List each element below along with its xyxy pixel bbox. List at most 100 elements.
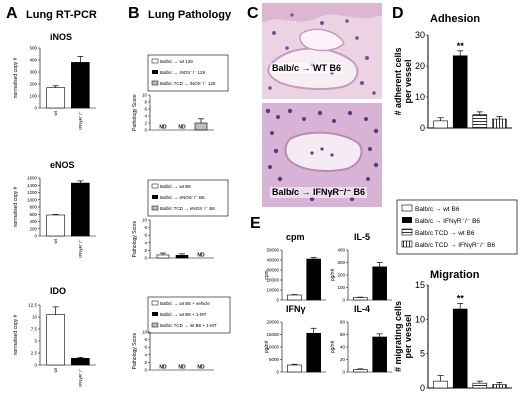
chart-A-eNOS: eNOS 0 200 400 600 800 1000 1200 1400 1600 normali… [13,160,96,258]
y-tick-label: 1000 [27,197,38,202]
bar [71,357,90,366]
y-axis-label: Pathology Score [132,220,138,257]
y-tick-label: 12.5 [28,303,37,308]
y-tick-label: 30 [415,30,425,40]
y-axis-label-line: # adherent cells [393,47,403,115]
bar [194,122,208,131]
bar [287,364,302,373]
y-tick-label: 100 [29,94,37,99]
legend-b2-item-3: Balb/c TCD → eNOS⁻/⁻ B6 [160,206,215,211]
y-tick-label: 300 [29,70,37,75]
legend-b2-item-2: Balb/c → eNOS⁻/⁻ B6 [160,195,205,200]
y-tick-label: 6 [144,107,147,112]
y-tick-label: 60 [340,332,346,337]
y-axis-label-line: per vessel [403,314,413,358]
x-category-label: wt [53,238,58,243]
y-tick-label: 2.5 [31,351,38,356]
y-tick-label: 300 [337,260,345,265]
chart-title: IFNγ [286,304,306,314]
bar [71,182,90,237]
y-tick-label: 5 [420,349,425,359]
y-axis-label: pg/ml [264,341,270,353]
nd-label: ND [178,125,186,131]
panel-letter-c: C [247,5,259,22]
bar [372,266,387,301]
bar [372,336,387,373]
bar [433,120,448,129]
y-tick-label: 40000 [266,258,279,263]
legend-b1: Balb/c → wt 129 Balb/c → iNOS⁻/⁻ 129 Bal… [147,54,229,92]
bar [46,87,65,109]
chart-title: Migration [430,269,480,281]
micrograph-ifngr: Balb/c → IFNγR⁻/⁻ B6 [262,103,382,207]
y-tick-label: 2 [144,121,147,126]
y-axis-label: # adherent cellsper vessel [393,47,413,115]
significance-label: ** [457,294,465,304]
bar [452,308,468,389]
y-tick-label: 7.5 [31,327,38,332]
y-tick-label: 1400 [27,183,38,188]
chart-A-IDO: IDO 0 2.5 5 7.5 10 12.5 normalised copy # wt IFNγ… [13,286,96,387]
y-tick-label: 600 [29,212,37,217]
y-tick-label: 0 [276,370,279,375]
chart-D-migration: Migration 0 5 10 15 # migrating cellsper vess… [393,269,512,393]
y-axis-label-line: per vessel [403,59,413,103]
y-axis-label: Pathology Score [132,94,138,131]
y-tick-label: 200 [29,82,37,87]
y-tick-label: 0 [34,234,37,239]
y-tick-label: 0 [342,298,345,303]
y-tick-label: 1200 [27,190,38,195]
chart-B-1: 0 2 4 6 8 10 Pathology Score ND ND [132,93,214,133]
y-tick-label: 0 [342,370,345,375]
bar [287,294,302,301]
y-tick-label: 15 [415,280,425,290]
legend-d: Balb/c → wt B6 Balb/c → IFNγR⁻/⁻ B6 Balb… [396,199,518,255]
legend-b3: Balb/c → wt B6 + vehicle Balb/c → wt B6 … [147,296,231,334]
y-tick-label: 6 [144,345,147,350]
y-axis-label-line: # migrating cells [393,301,403,372]
legend-b3-item-2: Balb/c → wt B6 + 1-MT [160,312,207,317]
y-tick-label: 400 [29,58,37,63]
y-tick-label: 800 [29,205,37,210]
y-tick-label: 8 [144,225,147,230]
x-category-label: IFNγR⁻/⁻ [78,367,83,386]
y-tick-label: 100 [337,285,345,290]
y-tick-label: 10 [142,218,148,223]
x-category-label: IFNγR⁻/⁻ [78,110,83,129]
legend-b1-item-2: Balb/c → iNOS⁻/⁻ 129 [160,70,206,75]
micrograph-wt-caption: Balb/c → WT B6 [270,63,344,73]
y-tick-label: 200 [337,273,345,278]
bar [492,118,507,129]
y-axis-label: normalised copy # [13,314,19,355]
micrograph-wt-image [262,3,382,99]
y-tick-label: 15000 [266,332,279,337]
y-tick-label: 5000 [269,357,280,362]
y-tick-label: 0 [144,256,147,261]
x-category-label: wt [53,110,58,115]
chart-title: IL-5 [354,232,370,242]
chart-E-IFNg: IFNγ 0 5000 10000 15000 20000 pg/ml [264,304,326,375]
chart-title: IDO [50,286,66,296]
significance-label: ** [457,41,465,51]
bar [472,114,488,129]
bar [156,254,170,259]
nd-label: ND [197,365,205,371]
chart-title: eNOS [50,160,75,170]
chart-title: IL-4 [354,304,370,314]
y-axis-label: normalised copy # [13,186,19,227]
y-tick-label: 8 [144,337,147,342]
legend-b3-item-3: Balb/c TCD → wt B6 + 1-MT [160,323,217,328]
bar [46,314,65,366]
y-tick-label: 2 [144,360,147,365]
y-tick-label: 10 [415,92,425,102]
bar [492,384,507,389]
y-tick-label: 4 [144,240,147,245]
panel-a-title: Lung RT-PCR [26,9,97,21]
bar [175,255,189,259]
y-tick-label: 0 [144,368,147,373]
chart-E-IL4: IL-4 0 20 40 60 80 pg/ml [330,304,392,375]
panel-letter-a: A [6,5,18,22]
y-tick-label: 10 [142,93,148,98]
bar [353,297,368,301]
